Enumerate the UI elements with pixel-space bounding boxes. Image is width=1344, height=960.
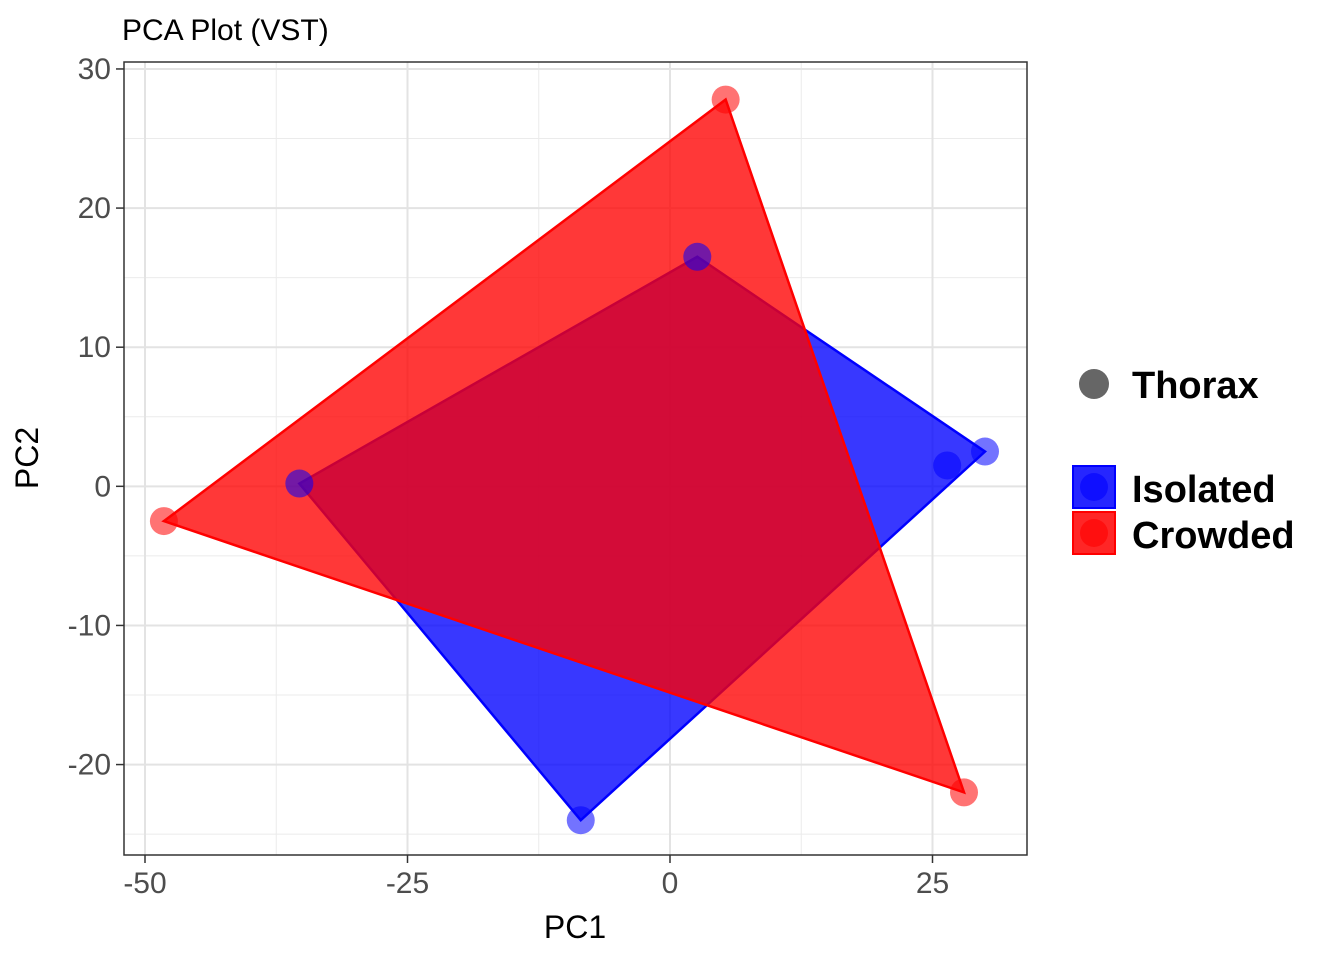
x-axis: -50 -25 0 25	[123, 855, 949, 900]
x-tick-label: -25	[386, 867, 429, 900]
legend-label-isolated: Isolated	[1132, 469, 1276, 511]
plot-panel-border	[123, 61, 1028, 856]
y-tick-label: 0	[94, 470, 111, 503]
point-isolated	[933, 451, 962, 480]
data-points	[149, 85, 999, 835]
point-isolated	[566, 806, 595, 835]
point-crowded	[149, 507, 178, 536]
legend-key-dot-crowded	[1080, 519, 1108, 547]
y-axis: -20 -10 0 10 20 30	[68, 53, 124, 782]
point-isolated	[285, 469, 314, 498]
point-crowded	[711, 85, 740, 114]
point-isolated	[971, 437, 999, 466]
x-tick-label: 25	[916, 867, 949, 900]
point-isolated	[683, 242, 712, 271]
y-tick-label: 20	[78, 192, 111, 225]
y-tick-label: 10	[78, 331, 111, 364]
y-axis-title: PC2	[9, 427, 45, 489]
hull-crowded	[161, 97, 967, 795]
thorax-legend-dot	[1079, 369, 1109, 399]
y-tick-label: -20	[68, 749, 111, 782]
point-crowded	[950, 778, 978, 807]
x-tick-label: 0	[662, 867, 679, 900]
x-tick-label: -50	[123, 867, 166, 900]
legend-key-dot-isolated	[1080, 473, 1108, 501]
legend-label-crowded: Crowded	[1132, 515, 1295, 557]
y-tick-label: 30	[78, 53, 111, 86]
hull-polygons	[161, 97, 988, 823]
x-axis-title: PC1	[544, 909, 606, 945]
chart-title: PCA Plot (VST)	[122, 14, 329, 47]
legend-label-thorax: Thorax	[1132, 365, 1259, 407]
y-tick-label: -10	[68, 609, 111, 642]
